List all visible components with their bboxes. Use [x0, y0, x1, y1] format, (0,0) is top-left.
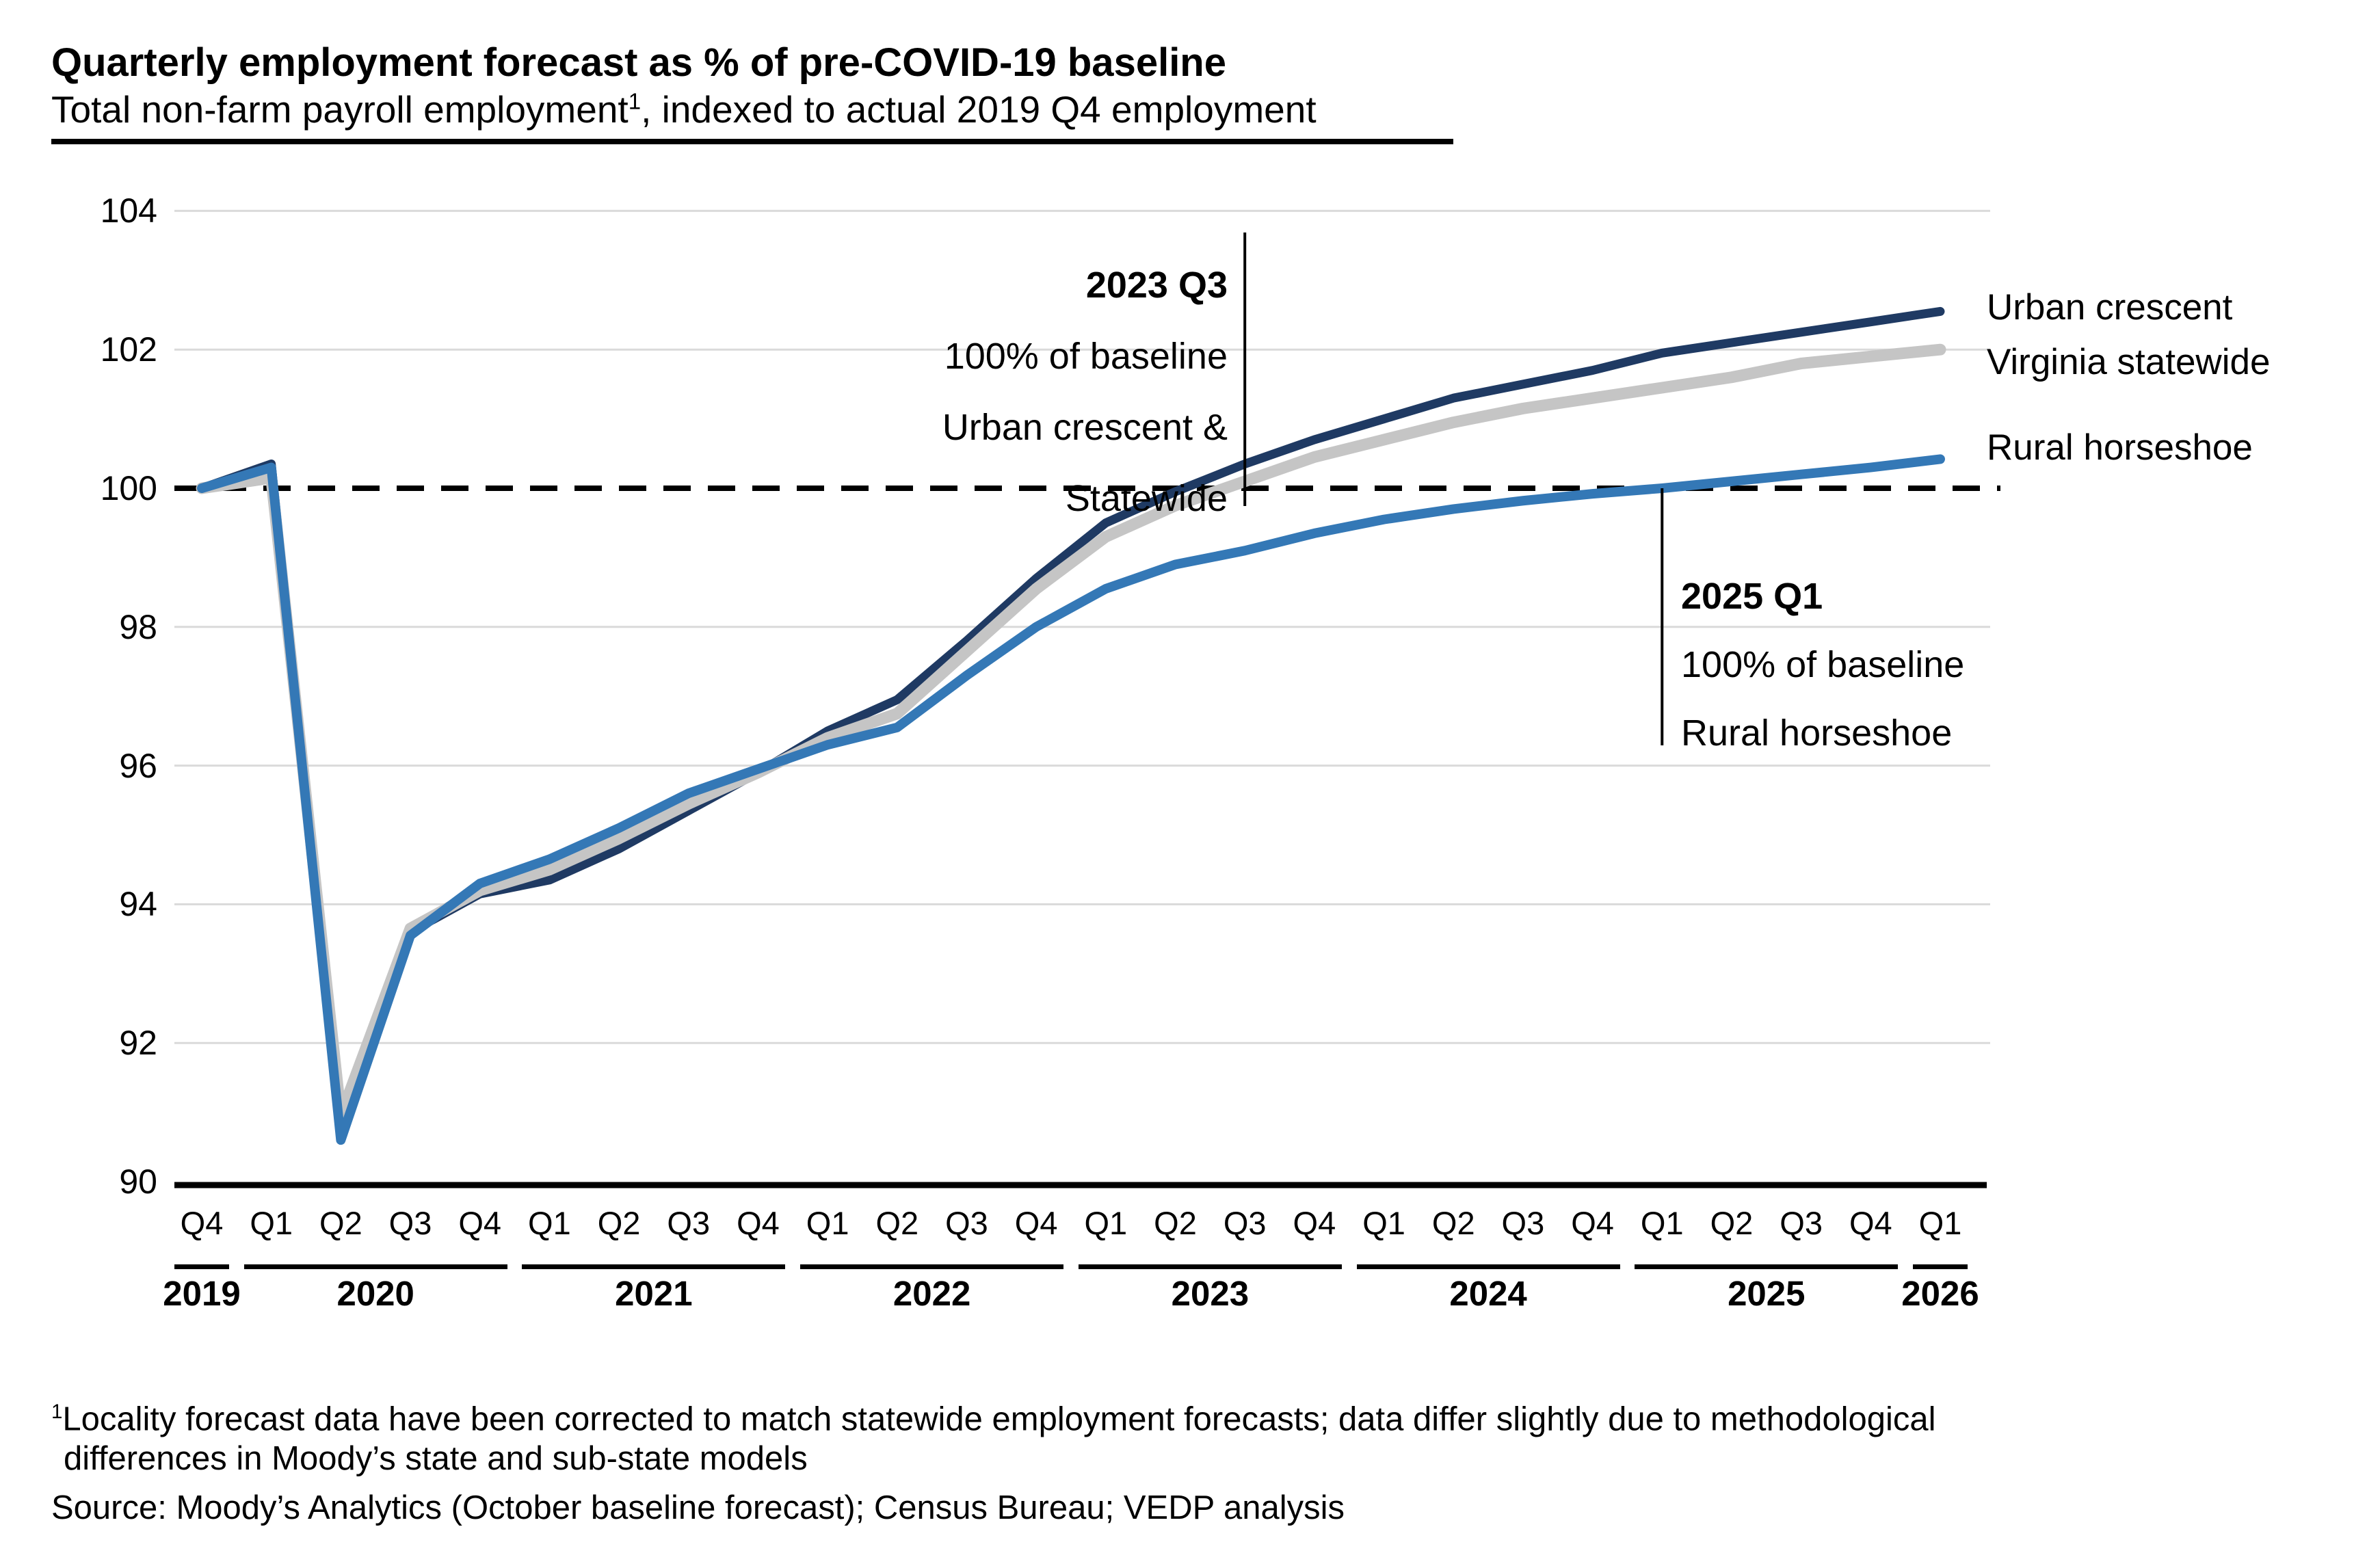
series-line-rural-horseshoe	[197, 454, 1945, 1145]
year-label: 2019	[163, 1274, 241, 1313]
x-quarter-label: Q2	[875, 1205, 919, 1241]
x-quarter-label: Q4	[1849, 1205, 1892, 1241]
x-quarter-label: Q2	[597, 1205, 641, 1241]
year-group-underline	[1078, 1264, 1342, 1269]
x-quarter-label: Q3	[945, 1205, 988, 1241]
year-label: 2026	[1901, 1274, 1979, 1313]
year-label: 2024	[1449, 1274, 1527, 1313]
footnote-marker: 1	[51, 1400, 63, 1423]
x-quarter-label: Q3	[1223, 1205, 1267, 1241]
year-group-underline	[1913, 1264, 1968, 1269]
year-group-underline	[1635, 1264, 1899, 1269]
y-tick-label: 90	[119, 1162, 157, 1201]
source-line: Source: Moody’s Analytics (October basel…	[51, 1489, 1345, 1527]
x-quarter-label: Q2	[1154, 1205, 1197, 1241]
year-label: 2020	[336, 1274, 414, 1313]
x-quarter-label: Q1	[1918, 1205, 1962, 1241]
year-label: 2021	[615, 1274, 693, 1313]
x-quarter-label: Q1	[1640, 1205, 1684, 1241]
y-tick-label: 102	[100, 330, 157, 369]
annotation-line: 100% of baseline	[1681, 644, 1965, 685]
x-quarter-label: Q2	[1431, 1205, 1475, 1241]
footnote-line-1: 1Locality forecast data have been correc…	[51, 1392, 1936, 1439]
title-underline	[51, 139, 1453, 144]
legend-label-virginia-statewide: Virginia statewide	[1987, 342, 2271, 382]
y-tick-label: 92	[119, 1024, 157, 1063]
x-quarter-label: Q3	[667, 1205, 711, 1241]
year-label: 2025	[1728, 1274, 1806, 1313]
subtitle-text-2: , indexed to actual 2019 Q4 employment	[641, 88, 1317, 131]
footnote-text-1: Locality forecast data have been correct…	[62, 1400, 1936, 1438]
x-quarter-label: Q4	[1571, 1205, 1614, 1241]
page-title: Quarterly employment forecast as % of pr…	[51, 40, 1226, 85]
annotation-2025-q1: 2025 Q1 100% of baseline Rural horseshoe	[1681, 562, 1964, 767]
x-quarter-label: Q3	[1780, 1205, 1823, 1241]
annotation-line: Rural horseshoe	[1681, 713, 1953, 754]
footnote-line-2: differences in Moody’s state and sub-sta…	[64, 1440, 808, 1478]
year-group-underline	[174, 1264, 229, 1269]
chart-subtitle: Total non-farm payroll employment1, inde…	[51, 88, 1317, 131]
x-quarter-label: Q2	[319, 1205, 362, 1241]
annotation-line: Statewide	[1065, 478, 1228, 519]
x-quarter-label: Q2	[1710, 1205, 1754, 1241]
subtitle-text: Total non-farm payroll employment	[51, 88, 629, 131]
year-label: 2022	[892, 1274, 971, 1313]
annotation-line: 2023 Q3	[1085, 265, 1228, 306]
x-quarter-label: Q1	[1084, 1205, 1128, 1241]
legend-label-rural-horseshoe: Rural horseshoe	[1987, 427, 2253, 468]
x-quarter-label: Q4	[1293, 1205, 1336, 1241]
year-group-underline	[1356, 1264, 1620, 1269]
x-quarter-label: Q1	[1362, 1205, 1405, 1241]
y-tick-label: 94	[119, 885, 157, 924]
annotation-line: Urban crescent &	[942, 407, 1228, 448]
x-quarter-label: Q4	[737, 1205, 780, 1241]
x-quarter-label: Q4	[180, 1205, 224, 1241]
y-tick-label: 98	[119, 607, 157, 646]
series-line-virginia-statewide	[196, 343, 1946, 1122]
x-quarter-label: Q4	[458, 1205, 502, 1241]
x-quarter-label: Q3	[388, 1205, 432, 1241]
year-group-underline	[243, 1264, 507, 1269]
x-quarter-label: Q1	[528, 1205, 571, 1241]
subtitle-footnote-marker: 1	[628, 88, 642, 114]
legend-label-urban-crescent: Urban crescent	[1987, 287, 2233, 328]
y-tick-label: 104	[100, 191, 157, 230]
x-quarter-label: Q1	[250, 1205, 293, 1241]
x-quarter-label: Q3	[1501, 1205, 1545, 1241]
y-tick-label: 96	[119, 746, 157, 785]
annotation-line: 100% of baseline	[944, 336, 1228, 377]
annotation-2023-q3: 2023 Q3 100% of baseline Urban crescent & S…	[616, 250, 1228, 534]
y-tick-label: 100	[100, 469, 157, 507]
footnote-block: 1Locality forecast data have been correc…	[51, 1392, 1936, 1528]
x-quarter-label: Q4	[1014, 1205, 1058, 1241]
annotation-line: 2025 Q1	[1681, 576, 1823, 617]
year-label: 2023	[1171, 1274, 1250, 1313]
year-group-underline	[800, 1264, 1064, 1269]
year-group-underline	[522, 1264, 786, 1269]
x-quarter-label: Q1	[806, 1205, 849, 1241]
